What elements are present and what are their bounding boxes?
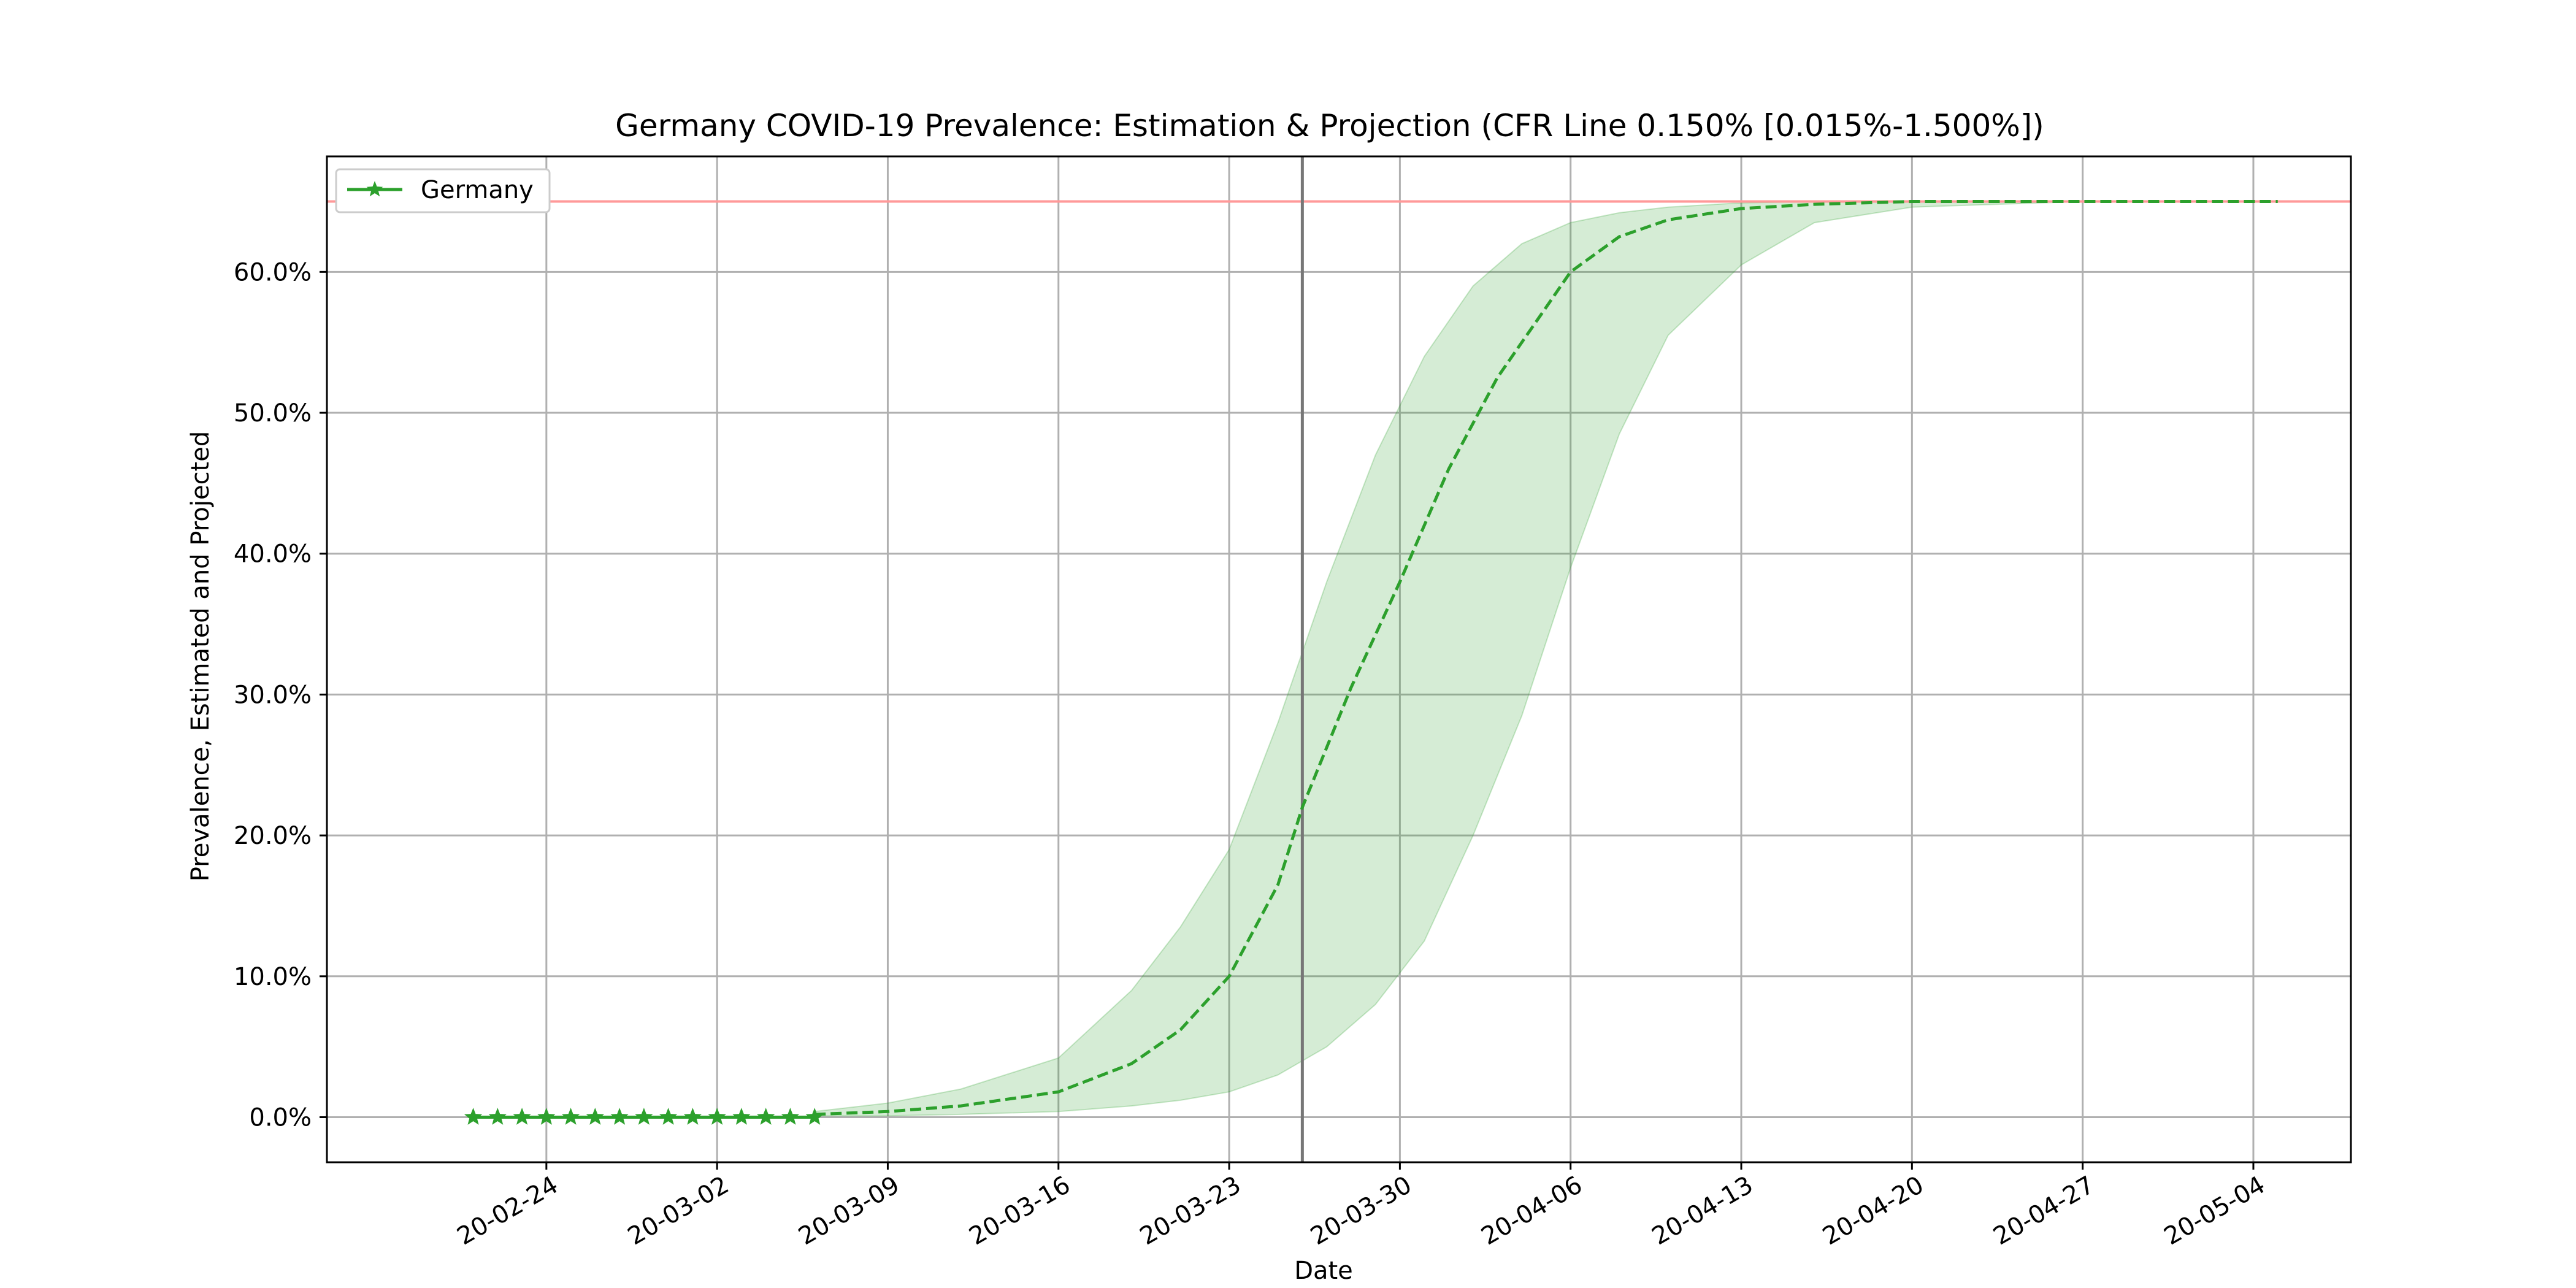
legend: Germany [335,168,551,213]
y-tick-label: 40.0% [234,540,312,569]
observed-point-germany [708,1108,726,1125]
observed-point-germany [756,1108,775,1125]
y-tick-label: 0.0% [249,1103,312,1132]
y-tick-label: 30.0% [234,681,312,709]
observed-point-germany [537,1108,556,1125]
observed-point-germany [683,1108,702,1125]
observed-point-germany [561,1108,580,1125]
y-tick-label: 10.0% [234,963,312,991]
observed-point-germany [610,1108,629,1125]
observed-point-germany [488,1108,507,1125]
observed-point-germany [635,1108,653,1125]
legend-star-marker [366,181,383,197]
legend-frame [335,168,551,213]
chart-title: Germany COVID-19 Prevalence: Estimation … [615,108,2044,144]
axes-frame [326,155,2352,1163]
observed-point-germany [513,1108,531,1125]
observed-point-germany [464,1108,483,1125]
observed-point-germany [781,1108,800,1125]
legend-label-germany: Germany [421,176,534,204]
observed-point-germany [659,1108,678,1125]
y-tick-label: 50.0% [234,399,312,427]
y-axis-label: Prevalence, Estimated and Projected [186,431,215,882]
observed-point-germany [586,1108,605,1125]
observed-point-germany [732,1108,751,1125]
y-tick-label: 20.0% [234,822,312,850]
y-tick-label: 60.0% [234,258,312,286]
projection-line [815,200,2278,1116]
x-axis-label: Date [1294,1257,1353,1285]
